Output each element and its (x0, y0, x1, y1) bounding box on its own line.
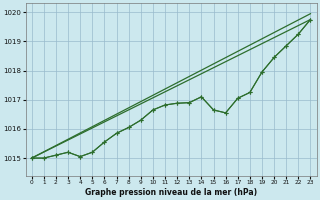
X-axis label: Graphe pression niveau de la mer (hPa): Graphe pression niveau de la mer (hPa) (85, 188, 257, 197)
